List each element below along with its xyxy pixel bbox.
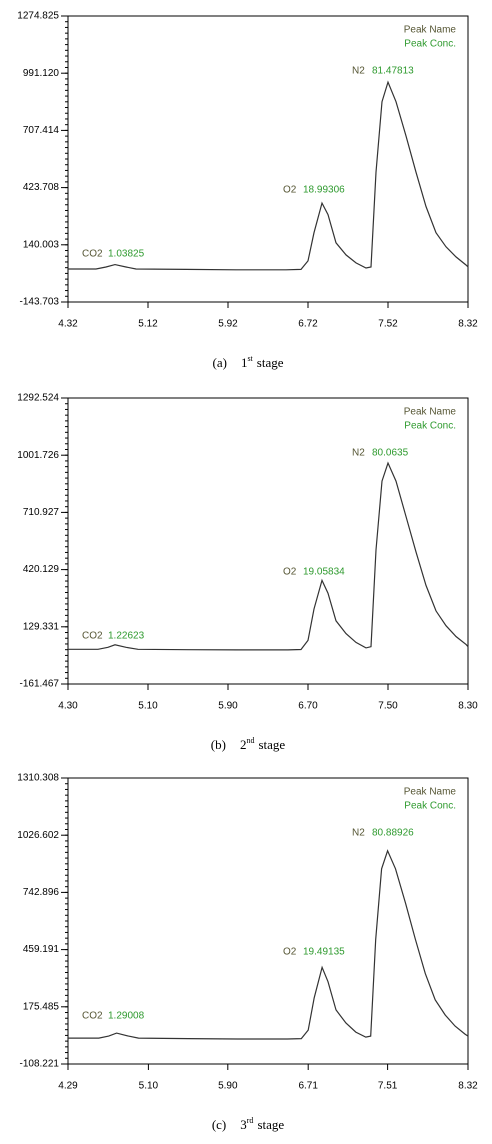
y-tick-label: 129.331 — [23, 621, 60, 632]
caption-label: (a) — [213, 355, 227, 370]
peak-conc: 1.29008 — [108, 1011, 145, 1022]
peak-name: CO2 — [82, 631, 103, 642]
y-tick-label: 1274.825 — [17, 11, 59, 22]
y-tick-label: 140.003 — [23, 239, 60, 250]
y-tick-label: 423.708 — [23, 182, 60, 193]
x-tick-label: 5.10 — [139, 1081, 159, 1092]
x-tick-label: 5.12 — [138, 319, 158, 330]
peak-name: CO2 — [82, 1011, 103, 1022]
x-tick-label: 4.30 — [58, 701, 78, 712]
y-tick-label: 710.927 — [23, 507, 60, 518]
y-tick-label: -108.221 — [20, 1059, 60, 1070]
x-tick-label: 6.72 — [298, 319, 318, 330]
trace — [68, 849, 469, 1040]
caption: (b) 2nd stage — [211, 736, 286, 752]
x-tick-label: 5.90 — [218, 701, 238, 712]
peak-name: O2 — [283, 567, 297, 578]
peak-conc: 19.49135 — [303, 947, 345, 958]
y-tick-label: 742.896 — [23, 887, 60, 898]
peak-name: N2 — [352, 828, 365, 839]
peak-name: O2 — [283, 947, 297, 958]
y-tick-label: 175.485 — [23, 1001, 60, 1012]
legend-entry: Peak Conc. — [404, 39, 456, 50]
x-tick-label: 8.32 — [458, 319, 478, 330]
legend-entry: Peak Name — [404, 787, 457, 798]
y-tick-label: 1292.524 — [17, 393, 59, 404]
trace — [68, 461, 469, 651]
legend-entry: Peak Conc. — [404, 421, 456, 432]
caption-suffix: st — [247, 354, 253, 363]
trace — [68, 80, 469, 271]
caption-number: 3 — [240, 1117, 247, 1132]
x-tick-label: 4.32 — [58, 319, 78, 330]
peak-conc: 18.99306 — [303, 185, 345, 196]
x-tick-label: 5.90 — [218, 1081, 238, 1092]
x-tick-label: 6.71 — [298, 1081, 318, 1092]
peak-conc: 80.88926 — [372, 828, 414, 839]
legend-entry: Peak Conc. — [404, 801, 456, 812]
y-tick-label: 991.120 — [23, 68, 60, 79]
x-tick-label: 4.29 — [58, 1081, 78, 1092]
y-tick-label: -161.467 — [20, 679, 60, 690]
peak-conc: 81.47813 — [372, 66, 414, 77]
x-tick-label: 5.10 — [138, 701, 158, 712]
y-tick-label: 1310.308 — [17, 773, 59, 784]
peak-conc: 1.22623 — [108, 631, 145, 642]
x-tick-label: 7.51 — [378, 1081, 398, 1092]
legend-entry: Peak Name — [404, 25, 457, 36]
caption-label: (c) — [212, 1117, 226, 1132]
y-tick-label: 707.414 — [23, 125, 60, 136]
x-tick-label: 5.92 — [218, 319, 238, 330]
caption-number: 2 — [240, 737, 247, 752]
y-tick-label: 1001.726 — [17, 450, 59, 461]
y-tick-label: -143.703 — [20, 297, 60, 308]
peak-name: O2 — [283, 185, 297, 196]
peak-name: N2 — [352, 448, 365, 459]
x-tick-label: 7.52 — [378, 319, 398, 330]
peak-name: N2 — [352, 66, 365, 77]
x-tick-label: 7.50 — [378, 701, 398, 712]
y-tick-label: 1026.602 — [17, 830, 59, 841]
caption-number: 1 — [241, 355, 248, 370]
legend-entry: Peak Name — [404, 407, 457, 418]
peak-conc: 1.03825 — [108, 249, 145, 260]
x-tick-label: 6.70 — [298, 701, 318, 712]
caption-text: stage — [258, 737, 285, 752]
caption-text: stage — [257, 1117, 284, 1132]
y-tick-label: 420.129 — [23, 564, 60, 575]
y-tick-label: 459.191 — [23, 944, 60, 955]
caption: (c) 3rd stage — [212, 1116, 285, 1132]
caption-label: (b) — [211, 737, 226, 752]
caption-suffix: nd — [246, 736, 254, 745]
caption-suffix: rd — [247, 1116, 254, 1125]
peak-name: CO2 — [82, 249, 103, 260]
peak-conc: 80.0635 — [372, 448, 409, 459]
caption-text: stage — [257, 355, 284, 370]
peak-conc: 19.05834 — [303, 567, 345, 578]
caption: (a) 1st stage — [213, 354, 284, 370]
x-tick-label: 8.30 — [458, 701, 478, 712]
x-tick-label: 8.32 — [458, 1081, 478, 1092]
